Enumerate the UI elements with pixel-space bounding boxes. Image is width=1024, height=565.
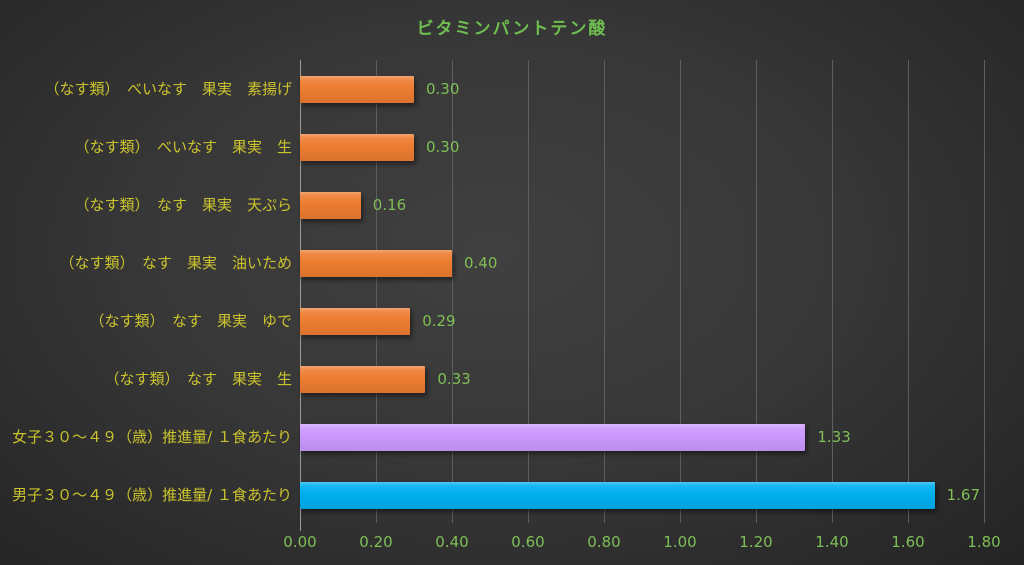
value-label: 0.30: [426, 138, 460, 156]
category-label: （なす類） べいなす 果実 素揚げ: [44, 80, 292, 98]
x-axis-tick-label: 0.20: [359, 533, 393, 551]
value-label: 0.33: [437, 370, 471, 388]
chart-title: ビタミンパントテン酸: [416, 19, 608, 39]
x-axis-tick-label: 1.80: [967, 533, 1001, 551]
x-axis-tick-label: 1.00: [663, 533, 697, 551]
value-label: 0.16: [372, 196, 407, 214]
gridline: [528, 60, 529, 523]
x-axis-tick-label: 1.20: [739, 533, 773, 551]
bar: [300, 365, 426, 393]
gridline: [832, 60, 833, 523]
gridline: [756, 60, 757, 523]
gridline: [376, 60, 377, 523]
category-label: （なす類） なす 果実 ゆで: [89, 312, 292, 330]
gridline: [984, 60, 985, 523]
x-axis-tick-label: 0.40: [435, 533, 469, 551]
gridline: [680, 60, 681, 523]
category-label: （なす類） なす 果実 生: [104, 370, 292, 388]
bar: [300, 249, 452, 277]
x-axis-tick-label: 0.80: [587, 533, 621, 551]
category-label: （なす類） べいなす 果実 生: [74, 138, 292, 156]
gridline: [908, 60, 909, 523]
bar: [300, 307, 411, 335]
value-label: 0.29: [422, 312, 456, 330]
value-label: 0.30: [426, 80, 460, 98]
x-axis-tick-label: 0.60: [511, 533, 545, 551]
value-label: 0.40: [464, 254, 498, 272]
gridline: [452, 60, 453, 523]
gridline: [604, 60, 605, 523]
bar: [300, 481, 935, 509]
x-axis-tick-label: 1.60: [891, 533, 925, 551]
category-label: （なす類） なす 果実 油いため: [59, 254, 292, 272]
category-label: 男子３０～４９（歳）推進量/ １食あたり: [12, 486, 292, 504]
bar: [300, 75, 414, 103]
bar: [300, 191, 361, 219]
x-axis-tick-label: 1.40: [815, 533, 849, 551]
category-label: 女子３０～４９（歳）推進量/ １食あたり: [12, 428, 292, 446]
category-axis-line: [300, 60, 301, 531]
bar: [300, 423, 806, 451]
value-label: 1.67: [946, 486, 980, 504]
bar: [300, 133, 414, 161]
category-label: （なす類） なす 果実 天ぷら: [74, 196, 292, 214]
value-label: 1.33: [817, 428, 851, 446]
x-axis-tick-label: 0.00: [283, 533, 317, 551]
